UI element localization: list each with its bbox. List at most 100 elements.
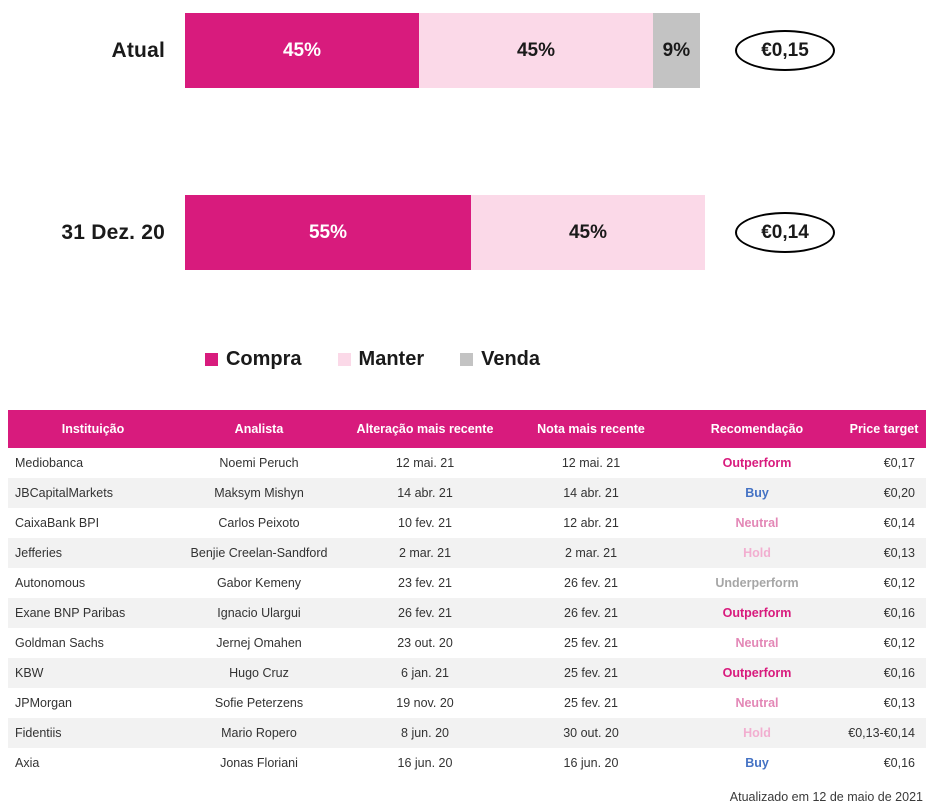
cell-last-note: 26 fev. 21: [564, 576, 618, 590]
cell-analyst: Mario Ropero: [221, 726, 297, 740]
cell-last-note: 30 out. 20: [563, 726, 619, 740]
bar-segment-compra: 45%: [185, 13, 419, 88]
legend-item-compra: Compra: [204, 348, 302, 371]
cell-analyst: Sofie Peterzens: [214, 696, 304, 710]
legend-label: Manter: [358, 348, 425, 370]
cell-analyst: Gabor Kemeny: [216, 576, 302, 590]
updated-date: Atualizado em 12 de maio de 2021: [729, 790, 923, 804]
cell-last-note: 2 mar. 21: [564, 546, 618, 560]
bar-segment-manter: 45%: [471, 195, 705, 270]
cell-institution: JPMorgan: [15, 696, 72, 710]
bar-segment-value: 55%: [308, 221, 348, 243]
cell-last-change: 10 fev. 21: [398, 516, 452, 530]
cell-last-note: 25 fev. 21: [564, 636, 618, 650]
cell-last-change: 23 fev. 21: [398, 576, 452, 590]
table-row: Autonomous Gabor Kemeny 23 fev. 21 26 fev. …: [8, 568, 926, 598]
cell-last-change: 19 nov. 20: [396, 696, 454, 710]
cell-institution: Axia: [15, 756, 40, 770]
cell-recommendation: Hold: [743, 546, 771, 560]
cell-recommendation: Buy: [745, 756, 769, 770]
cell-institution: Jefferies: [15, 546, 63, 560]
cell-institution: Mediobanca: [15, 456, 84, 470]
bar-segment-venda: 9%: [653, 13, 700, 88]
legend-item-venda: Venda: [460, 348, 540, 371]
cell-last-change: 26 fev. 21: [398, 606, 452, 620]
cell-recommendation: Outperform: [722, 666, 792, 680]
table-row: Fidentiis Mario Ropero 8 jun. 20 30 out. 20…: [8, 718, 926, 748]
cell-recommendation: Neutral: [735, 696, 779, 710]
price-target-badge: €0,15: [735, 30, 835, 71]
cell-price-target: €0,13: [883, 546, 915, 560]
price-target-badge: €0,14: [735, 212, 835, 253]
cell-analyst: Carlos Peixoto: [218, 516, 300, 530]
cell-price-target: €0,13-€0,14: [848, 726, 915, 740]
legend-label: Compra: [225, 348, 302, 370]
table-row: Exane BNP Paribas Ignacio Ulargui 26 fev. …: [8, 598, 926, 628]
cell-last-change: 23 out. 20: [397, 636, 453, 650]
cell-analyst: Ignacio Ulargui: [217, 606, 301, 620]
cell-price-target: €0,16: [883, 606, 915, 620]
cell-price-target: €0,20: [883, 486, 915, 500]
cell-price-target: €0,17: [883, 456, 915, 470]
cell-analyst: Noemi Peruch: [219, 456, 299, 470]
table-row: Axia Jonas Floriani 16 jun. 20 16 jun. 20 Bu…: [8, 748, 926, 778]
cell-last-note: 12 mai. 21: [561, 456, 621, 470]
bar-category-label: Atual: [111, 38, 165, 62]
bar-chart: Atual 45% 45% 9% €0,15 31 Dez. 20 55% 45% €0,14: [0, 0, 934, 270]
cell-price-target: €0,12: [883, 576, 915, 590]
column-header: Nota mais recente: [510, 410, 672, 448]
bar-segment-manter: 45%: [419, 13, 653, 88]
column-header: Recomendação: [672, 410, 842, 448]
cell-institution: CaixaBank BPI: [15, 516, 100, 530]
table-row: Jefferies Benjie Creelan-Sandford 2 mar. 2…: [8, 538, 926, 568]
legend-item-manter: Manter: [337, 348, 425, 371]
cell-institution: JBCapitalMarkets: [15, 486, 113, 500]
column-header: Analista: [178, 410, 340, 448]
legend: Compra Manter Venda: [0, 348, 745, 371]
cell-price-target: €0,14: [883, 516, 915, 530]
table-header-row: Instituição Analista Alteração mais recent…: [8, 410, 926, 448]
cell-recommendation: Neutral: [735, 516, 779, 530]
bar-segment-value: 45%: [282, 39, 322, 61]
cell-recommendation: Outperform: [722, 456, 792, 470]
table-header: Instituição Analista Alteração mais recent…: [8, 410, 926, 448]
cell-last-note: 25 fev. 21: [564, 696, 618, 710]
cell-last-note: 12 abr. 21: [563, 516, 619, 530]
column-header: Instituição: [8, 410, 178, 448]
analyst-table: Instituição Analista Alteração mais recent…: [8, 410, 926, 778]
cell-institution: Exane BNP Paribas: [15, 606, 126, 620]
stacked-bar: 55% 45%: [185, 195, 705, 270]
table-row: CaixaBank BPI Carlos Peixoto 10 fev. 21 12 …: [8, 508, 926, 538]
bar-category-label: 31 Dez. 20: [61, 220, 165, 244]
cell-institution: Fidentiis: [15, 726, 62, 740]
cell-price-target: €0,16: [883, 756, 915, 770]
cell-last-note: 26 fev. 21: [564, 606, 618, 620]
cell-last-change: 16 jun. 20: [397, 756, 453, 770]
cell-last-change: 14 abr. 21: [397, 486, 453, 500]
legend-swatch-compra: [204, 353, 218, 366]
cell-price-target: €0,13: [883, 696, 915, 710]
cell-price-target: €0,12: [883, 636, 915, 650]
bar-segment-value: 9%: [662, 39, 691, 61]
cell-analyst: Hugo Cruz: [229, 666, 289, 680]
cell-institution: Goldman Sachs: [15, 636, 104, 650]
table-row: Goldman Sachs Jernej Omahen 23 out. 20 25 f…: [8, 628, 926, 658]
bar-segment-compra: 55%: [185, 195, 471, 270]
cell-recommendation: Underperform: [715, 576, 799, 590]
cell-recommendation: Hold: [743, 726, 771, 740]
cell-last-change: 2 mar. 21: [398, 546, 452, 560]
bar-segment-value: 45%: [516, 39, 556, 61]
cell-last-change: 6 jan. 21: [401, 666, 449, 680]
cell-recommendation: Neutral: [735, 636, 779, 650]
cell-last-change: 8 jun. 20: [401, 726, 449, 740]
table-row: Mediobanca Noemi Peruch 12 mai. 21 12 mai. …: [8, 448, 926, 478]
bar-row: 31 Dez. 20 55% 45% €0,14: [0, 195, 934, 270]
bar-row: Atual 45% 45% 9% €0,15: [0, 13, 934, 88]
table-body: Mediobanca Noemi Peruch 12 mai. 21 12 mai. …: [8, 448, 926, 778]
cell-last-note: 16 jun. 20: [563, 756, 619, 770]
legend-label: Venda: [481, 348, 541, 370]
cell-recommendation: Outperform: [722, 606, 792, 620]
cell-recommendation: Buy: [745, 486, 769, 500]
column-header: Price target: [842, 410, 926, 448]
